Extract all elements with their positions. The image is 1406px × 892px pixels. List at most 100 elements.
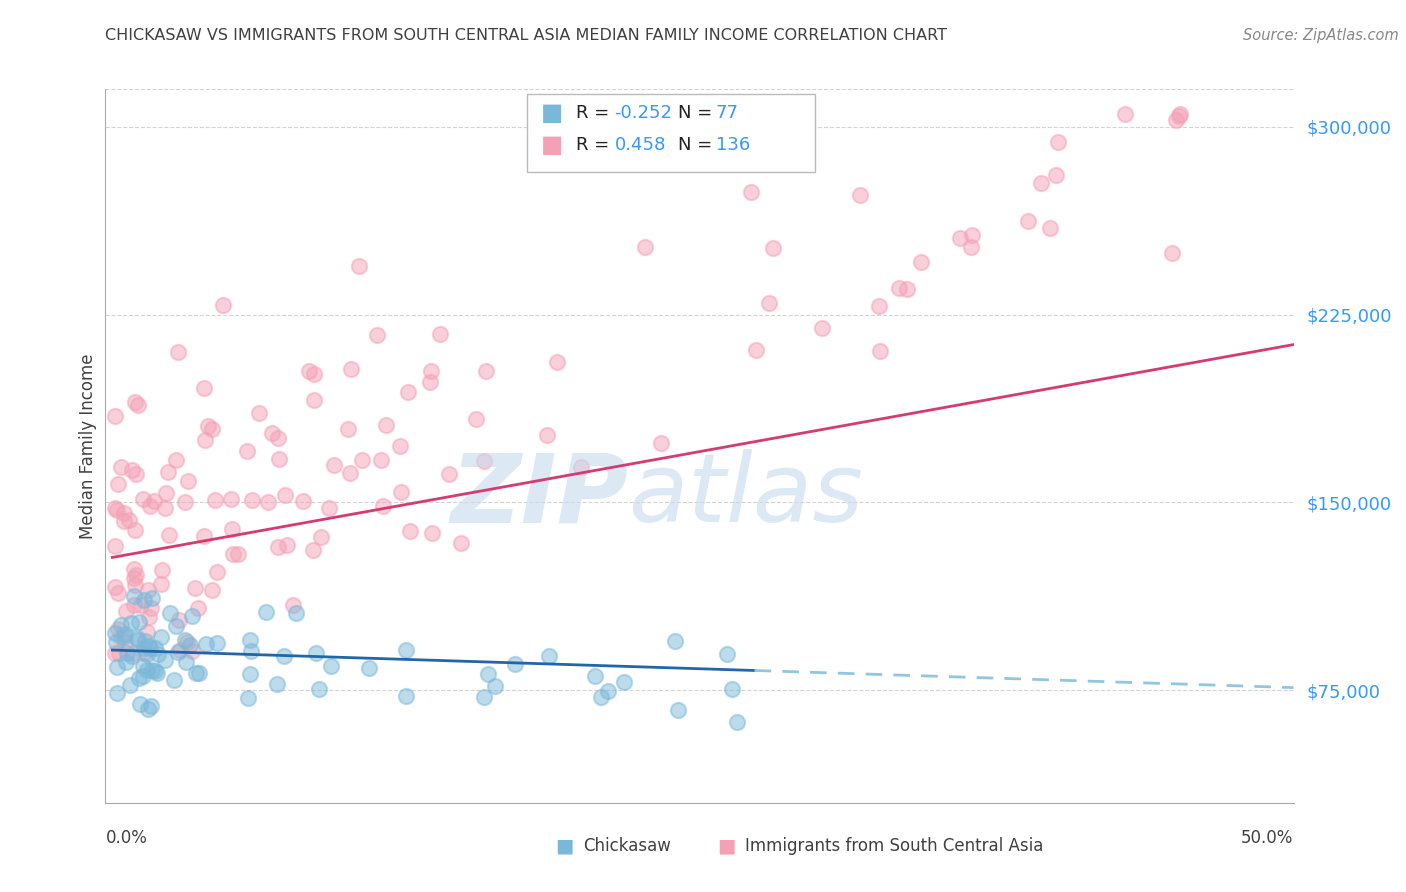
Point	[135, 647, 157, 661]
Point	[177, 474, 200, 488]
Point	[124, 578, 146, 592]
Text: 0.0%: 0.0%	[105, 829, 148, 847]
Point	[121, 463, 143, 477]
Point	[187, 601, 209, 615]
Point	[156, 465, 179, 479]
Point	[132, 669, 155, 683]
Point	[205, 636, 228, 650]
Point	[503, 657, 526, 671]
Point	[104, 539, 127, 553]
Point	[437, 467, 460, 482]
Point	[339, 466, 361, 480]
Point	[650, 436, 672, 450]
Point	[110, 459, 132, 474]
Point	[125, 567, 148, 582]
Point	[150, 630, 173, 644]
Text: Immigrants from South Central Asia: Immigrants from South Central Asia	[745, 837, 1043, 855]
Point	[254, 605, 277, 619]
Point	[1160, 246, 1182, 260]
Point	[122, 571, 145, 585]
Point	[285, 606, 308, 620]
Point	[721, 682, 744, 697]
Point	[305, 647, 328, 661]
Point	[125, 467, 148, 481]
Point	[145, 665, 167, 680]
Point	[389, 484, 412, 499]
Point	[1029, 177, 1052, 191]
Point	[120, 677, 142, 691]
Point	[128, 671, 150, 685]
Point	[1045, 168, 1067, 182]
Point	[194, 637, 217, 651]
Point	[266, 677, 288, 691]
Point	[1168, 109, 1191, 123]
Point	[124, 395, 146, 409]
Point	[464, 412, 486, 426]
Point	[949, 230, 972, 244]
Point	[450, 536, 472, 550]
Point	[104, 646, 127, 660]
Point	[183, 581, 205, 595]
Point	[247, 406, 270, 420]
Point	[122, 598, 145, 612]
Point	[159, 528, 181, 542]
Point	[221, 523, 243, 537]
Point	[762, 241, 785, 255]
Point	[725, 714, 748, 729]
Text: 0.458: 0.458	[614, 136, 666, 154]
Point	[139, 699, 162, 714]
Point	[475, 364, 498, 378]
Point	[745, 343, 768, 357]
Point	[193, 529, 215, 543]
Text: 77: 77	[716, 104, 738, 122]
Point	[239, 633, 262, 648]
Point	[110, 617, 132, 632]
Point	[1114, 107, 1136, 121]
Point	[107, 585, 129, 599]
Point	[370, 453, 392, 467]
Point	[222, 547, 245, 561]
Point	[194, 434, 217, 448]
Point	[318, 501, 340, 516]
Text: N =: N =	[678, 136, 717, 154]
Text: ■: ■	[541, 134, 564, 157]
Point	[135, 663, 157, 677]
Point	[321, 659, 343, 673]
Point	[112, 514, 135, 528]
Point	[104, 626, 127, 640]
Point	[472, 454, 495, 468]
Point	[219, 492, 242, 507]
Point	[239, 667, 262, 681]
Point	[201, 583, 224, 598]
Point	[896, 282, 918, 296]
Point	[666, 703, 689, 717]
Point	[810, 321, 832, 335]
Point	[139, 499, 162, 513]
Point	[366, 327, 388, 342]
Point	[398, 524, 420, 538]
Point	[236, 443, 259, 458]
Text: ■: ■	[541, 102, 564, 125]
Text: R =: R =	[576, 136, 616, 154]
Point	[1164, 112, 1187, 127]
Point	[357, 661, 380, 675]
Point	[188, 665, 211, 680]
Point	[117, 646, 139, 660]
Point	[269, 452, 291, 467]
Point	[297, 364, 319, 378]
Point	[139, 601, 162, 615]
Point	[174, 655, 197, 669]
Point	[634, 239, 657, 253]
Point	[238, 690, 260, 705]
Point	[134, 640, 156, 655]
Point	[596, 683, 619, 698]
Point	[174, 633, 197, 648]
Point	[591, 690, 613, 704]
Point	[143, 493, 166, 508]
Point	[174, 495, 197, 509]
Point	[138, 639, 160, 653]
Point	[163, 673, 186, 687]
Point	[114, 604, 136, 618]
Point	[105, 685, 128, 699]
Point	[740, 185, 762, 199]
